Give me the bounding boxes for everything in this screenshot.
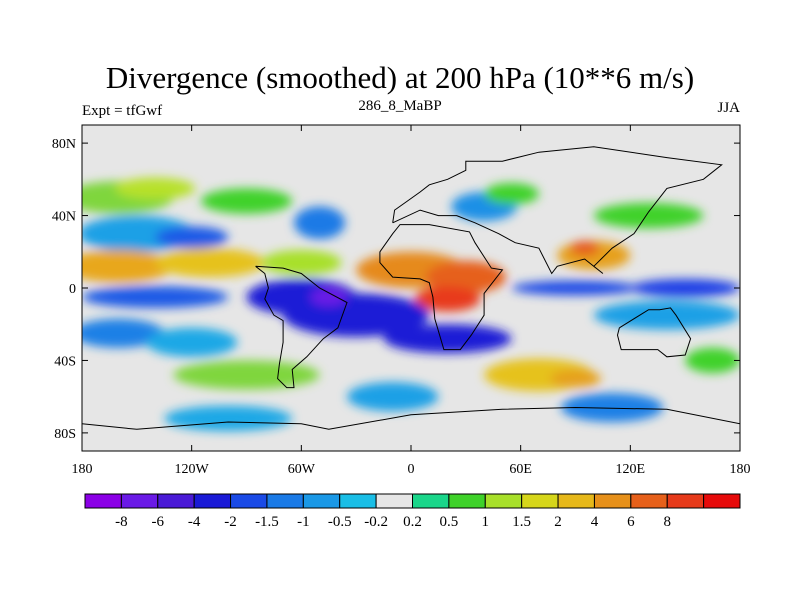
divergence-contour bbox=[511, 280, 640, 296]
lon-tick-label: 60W bbox=[288, 462, 316, 477]
divergence-contour bbox=[155, 226, 229, 249]
legend-label: -4 bbox=[188, 514, 201, 530]
lon-tick-label: 180 bbox=[72, 462, 93, 477]
legend-label: 8 bbox=[663, 514, 671, 530]
period-label: 286_8_MaBP bbox=[358, 98, 442, 114]
coastline bbox=[379, 224, 504, 351]
divergence-contour bbox=[549, 369, 602, 388]
plot-title: Divergence (smoothed) at 200 hPa (10**6 … bbox=[105, 60, 695, 95]
divergence-contour bbox=[164, 405, 293, 432]
legend-swatch bbox=[666, 493, 705, 509]
legend-swatch bbox=[557, 493, 595, 509]
lon-tick-label: 120W bbox=[175, 462, 210, 477]
legend-swatch bbox=[412, 493, 450, 509]
divergence-contour bbox=[560, 393, 664, 423]
divergence-contour bbox=[114, 177, 196, 200]
legend-swatch bbox=[484, 493, 523, 509]
season-label: JJA bbox=[717, 100, 740, 116]
lat-tick-label: 40S bbox=[54, 354, 76, 369]
divergence-contour bbox=[145, 327, 238, 357]
lat-tick-label: 80S bbox=[54, 427, 76, 442]
divergence-contour bbox=[570, 240, 600, 256]
divergence-contour bbox=[425, 260, 507, 294]
lon-tick-label: 180 bbox=[730, 462, 751, 477]
divergence-contour bbox=[383, 324, 512, 354]
legend-label: 1.5 bbox=[512, 514, 531, 530]
legend-label: -1.5 bbox=[255, 514, 279, 530]
legend-swatch bbox=[448, 493, 486, 509]
legend-label: 0.5 bbox=[440, 514, 459, 530]
legend-swatch bbox=[302, 493, 341, 509]
divergence-contour bbox=[630, 278, 740, 298]
legend-label: 0.2 bbox=[403, 514, 422, 530]
experiment-label: Expt = tfGwf bbox=[82, 103, 163, 119]
divergence-contour bbox=[82, 318, 165, 348]
coastline bbox=[82, 406, 740, 430]
legend-swatch bbox=[375, 493, 414, 509]
legend-label: -8 bbox=[115, 514, 128, 530]
lon-tick-label: 120E bbox=[616, 462, 646, 477]
divergence-contour bbox=[82, 286, 229, 308]
divergence-contour bbox=[310, 288, 348, 307]
legend-swatch bbox=[84, 493, 122, 509]
legend-swatch bbox=[521, 493, 559, 509]
lat-tick-label: 80N bbox=[52, 137, 76, 152]
coastline bbox=[255, 265, 348, 389]
legend-label: -0.5 bbox=[328, 514, 352, 530]
legend-swatch bbox=[593, 493, 632, 509]
coastline bbox=[392, 146, 723, 275]
lon-tick-label: 0 bbox=[408, 462, 415, 477]
coastline bbox=[616, 307, 692, 358]
legend-swatch bbox=[120, 493, 159, 509]
divergence-contour bbox=[155, 248, 265, 278]
divergence-contour bbox=[685, 347, 740, 374]
legend-swatch bbox=[157, 493, 195, 509]
divergence-contour bbox=[261, 249, 342, 276]
lat-tick-label: 40N bbox=[52, 210, 76, 225]
divergence-contour bbox=[173, 360, 320, 390]
lat-tick-label: 0 bbox=[69, 282, 76, 297]
legend-swatch bbox=[230, 493, 268, 509]
legend-label: 4 bbox=[591, 514, 599, 530]
legend-label: -1 bbox=[297, 514, 310, 530]
divergence-contour bbox=[414, 286, 481, 312]
divergence-contour bbox=[82, 249, 174, 283]
legend-label: -6 bbox=[152, 514, 165, 530]
legend-swatch bbox=[630, 493, 668, 509]
divergence-contour bbox=[347, 382, 439, 412]
legend-swatch bbox=[193, 493, 232, 509]
legend-swatch bbox=[266, 493, 304, 509]
divergence-contour bbox=[200, 188, 293, 214]
legend-label: 6 bbox=[627, 514, 635, 530]
legend-label: -2 bbox=[224, 514, 237, 530]
divergence-contour bbox=[484, 182, 539, 205]
divergence-contour bbox=[593, 202, 704, 229]
divergence-contour bbox=[294, 206, 346, 240]
legend-swatch bbox=[703, 493, 741, 509]
legend-label: 1 bbox=[482, 514, 490, 530]
divergence-contour bbox=[593, 300, 740, 330]
legend-swatch bbox=[339, 493, 377, 509]
lon-tick-label: 60E bbox=[509, 462, 532, 477]
legend-label: 2 bbox=[554, 514, 562, 530]
legend-label: -0.2 bbox=[364, 514, 388, 530]
